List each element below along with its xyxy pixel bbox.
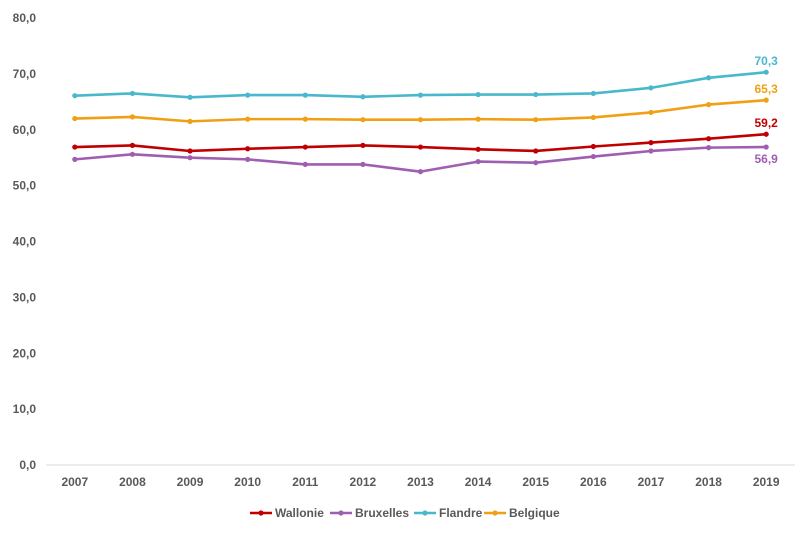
data-point-flandre <box>763 69 769 75</box>
data-point-belgique <box>360 117 366 123</box>
data-point-flandre <box>187 94 193 100</box>
legend-label: Bruxelles <box>355 506 409 520</box>
data-label: 59,2 <box>755 116 779 130</box>
data-point-flandre <box>302 92 308 98</box>
data-point-flandre <box>129 90 136 97</box>
y-tick-label: 40,0 <box>13 235 37 249</box>
y-tick-label: 20,0 <box>13 346 37 360</box>
data-point-flandre <box>533 91 539 98</box>
x-tick-label: 2011 <box>292 475 318 489</box>
data-point-wallonie <box>360 142 366 148</box>
y-tick-label: 70,0 <box>13 67 37 81</box>
legend-marker-flandre <box>422 510 428 516</box>
data-point-bruxelles <box>648 148 654 154</box>
x-tick-label: 2008 <box>119 475 146 489</box>
data-point-bruxelles <box>475 158 481 165</box>
data-point-bruxelles <box>763 144 769 150</box>
x-tick-label: 2018 <box>695 475 722 489</box>
data-point-flandre <box>590 90 596 97</box>
data-point-wallonie <box>129 142 136 148</box>
data-point-wallonie <box>302 144 308 150</box>
data-point-bruxelles <box>302 161 308 167</box>
data-point-wallonie <box>648 140 654 146</box>
data-point-flandre <box>648 85 654 91</box>
legend-label: Wallonie <box>275 506 324 520</box>
x-tick-label: 2009 <box>177 475 204 489</box>
x-tick-label: 2017 <box>638 475 665 489</box>
data-point-belgique <box>705 102 712 108</box>
data-point-wallonie <box>533 148 539 154</box>
data-point-bruxelles <box>245 156 251 162</box>
data-point-bruxelles <box>705 145 712 151</box>
x-tick-label: 2016 <box>580 475 607 489</box>
data-point-belgique <box>72 115 78 122</box>
data-point-flandre <box>417 92 424 98</box>
data-point-belgique <box>763 97 769 103</box>
x-tick-label: 2013 <box>407 475 434 489</box>
y-tick-label: 30,0 <box>13 290 37 304</box>
legend-marker-belgique <box>492 510 498 516</box>
x-tick-label: 2015 <box>522 475 549 489</box>
data-point-wallonie <box>245 146 251 152</box>
data-label: 70,3 <box>755 54 779 68</box>
legend-label: Belgique <box>509 506 560 520</box>
data-point-belgique <box>475 116 481 122</box>
data-point-bruxelles <box>533 160 539 166</box>
x-tick-label: 2014 <box>465 475 492 489</box>
data-point-flandre <box>72 93 78 99</box>
data-label: 56,9 <box>755 152 779 166</box>
data-point-belgique <box>302 116 308 122</box>
data-point-flandre <box>475 91 481 98</box>
data-point-belgique <box>187 118 193 124</box>
data-point-bruxelles <box>72 156 78 162</box>
data-point-wallonie <box>72 144 78 150</box>
data-point-flandre <box>705 75 712 81</box>
data-point-wallonie <box>590 143 596 150</box>
data-point-wallonie <box>705 136 712 142</box>
y-tick-label: 10,0 <box>13 402 37 416</box>
x-tick-label: 2010 <box>234 475 261 489</box>
data-label: 65,3 <box>755 82 779 96</box>
x-tick-label: 2012 <box>350 475 377 489</box>
data-point-bruxelles <box>129 151 136 157</box>
y-tick-label: 0,0 <box>19 458 36 472</box>
legend-marker-bruxelles <box>338 510 344 516</box>
legend-marker-wallonie <box>258 510 264 516</box>
data-point-belgique <box>590 114 596 121</box>
data-point-wallonie <box>417 144 424 150</box>
x-tick-label: 2007 <box>61 475 88 489</box>
data-point-flandre <box>245 92 251 98</box>
data-point-bruxelles <box>590 153 596 160</box>
y-tick-label: 60,0 <box>13 123 37 137</box>
y-tick-label: 80,0 <box>13 11 37 25</box>
data-point-belgique <box>533 117 539 123</box>
data-point-belgique <box>129 114 136 120</box>
data-point-bruxelles <box>360 161 366 167</box>
data-point-bruxelles <box>187 155 193 161</box>
data-point-flandre <box>360 94 366 100</box>
data-point-belgique <box>417 117 424 123</box>
data-point-bruxelles <box>417 169 424 175</box>
data-point-belgique <box>648 109 654 116</box>
legend-label: Flandre <box>439 506 483 520</box>
x-tick-label: 2019 <box>753 475 780 489</box>
data-point-wallonie <box>763 131 769 137</box>
data-point-belgique <box>245 116 251 122</box>
y-tick-label: 50,0 <box>13 179 37 193</box>
data-point-wallonie <box>187 148 193 154</box>
data-point-wallonie <box>475 146 481 152</box>
